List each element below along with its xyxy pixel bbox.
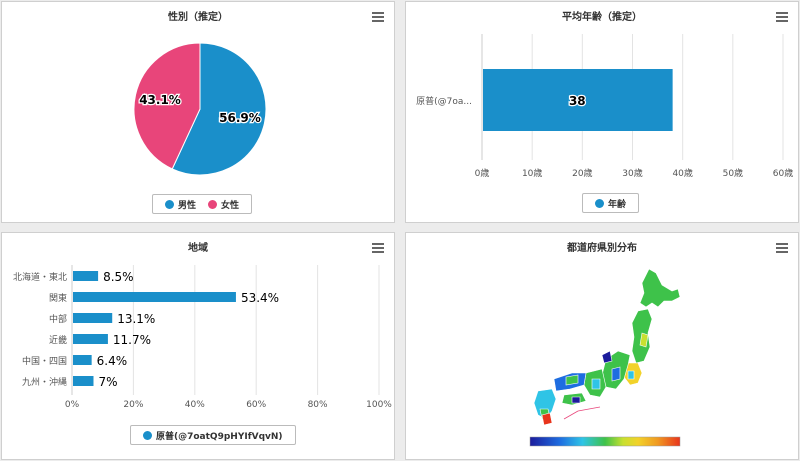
pie-slice-0[interactable]: [171, 42, 267, 176]
legend-label-female: 女性: [221, 200, 240, 211]
region-bar-2[interactable]: [73, 313, 113, 323]
age-tick-label-5: 50歳: [723, 167, 743, 179]
pie-slice-1[interactable]: [133, 42, 201, 170]
map-region-kanto-inner[interactable]: [627, 370, 635, 380]
region-tick-label-2: 40%: [185, 400, 205, 410]
prefecture-menu-icon[interactable]: [776, 243, 788, 253]
age-panel: 平均年齢（推定） 0歳 10歳 20歳 30歳 40歳 50歳 60歳 38 原普(@7oa..…: [405, 1, 799, 223]
region-bar-5[interactable]: [73, 376, 94, 386]
region-value-label-5: 7%: [98, 375, 117, 389]
age-tick-label-3: 30歳: [622, 167, 642, 179]
legend-item-male[interactable]: 男性: [165, 198, 196, 211]
legend-item-age[interactable]: 年齢: [595, 197, 626, 210]
map-region-chubu-3[interactable]: [601, 350, 613, 364]
region-category-label-3: 近畿: [49, 334, 67, 346]
prefecture-title: 都道府県別分布: [567, 243, 637, 254]
region-tick-label-0: 0%: [65, 400, 80, 410]
region-tick-label-1: 20%: [123, 400, 143, 410]
region-bar-3[interactable]: [73, 334, 108, 344]
age-category-label: 原普(@7oa...: [416, 95, 472, 107]
region-category-label-4: 中国・四国: [22, 355, 67, 367]
region-legend: 原普(@7oatQ9pHYIfVqvN): [130, 425, 296, 445]
map-color-scale: [529, 436, 681, 447]
legend-label-region: 原普(@7oatQ9pHYIfVqvN): [156, 431, 283, 442]
legend-dot-female: [208, 199, 218, 209]
region-value-label-1: 53.4%: [241, 291, 279, 305]
age-bar-value: 38: [569, 94, 586, 108]
age-tick-label-6: 60歳: [773, 167, 793, 179]
legend-label-male: 男性: [178, 200, 197, 211]
map-region-kinki-2[interactable]: [591, 378, 601, 390]
region-tick-label-4: 80%: [308, 400, 328, 410]
legend-item-region[interactable]: 原普(@7oatQ9pHYIfVqvN): [143, 429, 283, 442]
region-bar-4[interactable]: [73, 355, 92, 365]
map-region-chubu-2[interactable]: [611, 366, 621, 382]
legend-dot-age: [595, 198, 604, 208]
gender-panel: 性別（推定） 56.9% 43.1% 男性 女性: [1, 1, 395, 223]
map-region-chugoku-2[interactable]: [565, 374, 579, 386]
region-category-label-0: 北海道・東北: [13, 271, 67, 283]
region-bar-1[interactable]: [73, 292, 236, 302]
legend-label-age: 年齢: [608, 199, 627, 210]
gender-menu-icon[interactable]: [372, 12, 384, 22]
region-tick-label-5: 100%: [366, 400, 392, 410]
age-tick-label-1: 10歳: [522, 167, 542, 179]
pie-label-1: 43.1%: [139, 93, 181, 107]
map-okinawa-divider: [563, 410, 579, 420]
gender-legend: 男性 女性: [152, 194, 253, 214]
map-okinawa-divider-2: [577, 406, 601, 412]
region-bar-chart: 0% 20% 40% 60% 80% 100% 北海道・東北 8.5% 関東 53.4% 中部 13.…: [13, 265, 392, 410]
region-panel: 地域 0% 20% 40% 60% 80% 100% 北海道・東北 8.5% 関東 53.4% 中部…: [1, 232, 395, 460]
region-value-label-2: 13.1%: [117, 312, 155, 326]
gender-title: 性別（推定）: [168, 12, 228, 23]
age-bar-chart: 0歳 10歳 20歳 30歳 40歳 50歳 60歳 38 原普(@7oa...: [416, 34, 793, 179]
gender-pie-chart: 56.9% 43.1%: [133, 42, 267, 176]
japan-map: [529, 268, 681, 447]
region-value-label-3: 11.7%: [113, 333, 151, 347]
region-bar-0[interactable]: [73, 271, 99, 281]
region-value-label-0: 8.5%: [103, 270, 134, 284]
map-region-shikoku-2[interactable]: [571, 396, 581, 404]
map-region-hokkaido[interactable]: [639, 268, 681, 308]
region-category-label-2: 中部: [49, 313, 67, 325]
prefecture-panel: 都道府県別分布: [405, 232, 799, 460]
region-title: 地域: [188, 243, 208, 254]
region-value-label-4: 6.4%: [97, 354, 128, 368]
legend-dot-male: [165, 199, 174, 209]
age-menu-icon[interactable]: [776, 12, 788, 22]
age-tick-label-0: 0歳: [475, 167, 490, 179]
region-category-label-1: 関東: [49, 292, 67, 304]
region-tick-label-3: 60%: [246, 400, 266, 410]
region-menu-icon[interactable]: [372, 243, 384, 253]
legend-item-female[interactable]: 女性: [208, 198, 239, 211]
legend-dot-region: [143, 430, 152, 440]
age-legend: 年齢: [582, 193, 640, 213]
region-category-label-5: 九州・沖縄: [22, 376, 67, 388]
map-region-tohoku-east[interactable]: [639, 332, 649, 348]
pie-label-0: 56.9%: [219, 111, 261, 125]
age-bar[interactable]: [483, 69, 673, 131]
age-tick-label-4: 40歳: [672, 167, 692, 179]
age-tick-label-2: 20歳: [572, 167, 592, 179]
map-region-kagoshima[interactable]: [541, 412, 553, 426]
age-title: 平均年齢（推定）: [562, 12, 642, 23]
